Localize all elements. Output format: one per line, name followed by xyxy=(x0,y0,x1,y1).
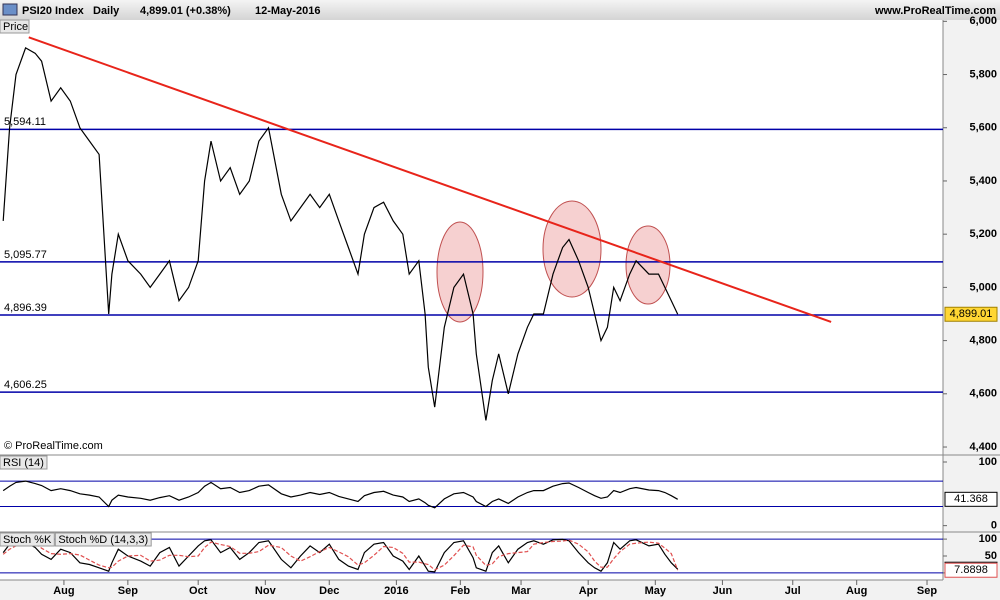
y-tick-label: 0 xyxy=(991,520,997,532)
y-tick-label: 4,600 xyxy=(969,388,997,400)
last-value-label: 4,899.01 xyxy=(950,308,993,320)
y-tick-label: 4,400 xyxy=(969,441,997,453)
copyright: © ProRealTime.com xyxy=(4,440,103,452)
menu-icon[interactable] xyxy=(2,3,18,16)
x-tick-label: Mar xyxy=(511,585,531,597)
trend-line xyxy=(28,36,832,323)
x-tick-label: Dec xyxy=(319,585,339,597)
legend-label: Stoch %K xyxy=(3,534,52,546)
y-tick-label: 100 xyxy=(979,533,997,545)
x-tick-label: Aug xyxy=(53,585,74,597)
series-line xyxy=(2,480,678,509)
level-label: 5,594.11 xyxy=(4,116,46,128)
date: 12-May-2016 xyxy=(255,5,320,17)
series-line xyxy=(2,539,679,571)
bottom-axis-area xyxy=(0,580,943,600)
x-tick-label: Nov xyxy=(255,585,277,597)
y-tick-label: 5,200 xyxy=(969,228,997,240)
x-tick-label: Sep xyxy=(917,585,937,597)
y-tick-label: 4,800 xyxy=(969,335,997,347)
legend-box xyxy=(54,532,152,547)
last-value-label: 41.368 xyxy=(954,493,988,505)
panel-title: Price xyxy=(3,21,28,33)
x-tick-label: Sep xyxy=(118,585,138,597)
legend-label: Stoch %D (14,3,3) xyxy=(58,534,148,546)
last-value-box xyxy=(944,491,998,507)
y-tick-label: 5,800 xyxy=(969,68,997,80)
x-tick-label: Aug xyxy=(846,585,867,597)
quote: 4,899.01 (+0.38%) xyxy=(140,5,231,17)
last-value-box xyxy=(944,306,998,322)
x-tick-label: May xyxy=(645,585,667,597)
y-tick-label: 100 xyxy=(979,456,997,468)
legend-box xyxy=(0,532,55,547)
level-label: 4,606.25 xyxy=(4,379,47,391)
last-value-box xyxy=(944,562,998,578)
x-tick-label: Oct xyxy=(189,585,208,597)
site: www.ProRealTime.com xyxy=(874,5,996,17)
x-tick-label: Feb xyxy=(451,585,471,597)
highlight-ellipse xyxy=(542,200,602,298)
highlight-ellipse xyxy=(436,221,484,323)
legend-box xyxy=(0,455,48,470)
period: Daily xyxy=(93,5,120,17)
level-label: 4,896.39 xyxy=(4,302,47,314)
y-tick-label: 6,000 xyxy=(969,15,997,27)
y-tick-label: 50 xyxy=(985,550,997,562)
y-tick-label: 5,000 xyxy=(969,281,997,293)
y-tick-label: 5,400 xyxy=(969,175,997,187)
y-tick-label: 5,600 xyxy=(969,122,997,134)
highlight-ellipse xyxy=(625,225,671,305)
instrument: PSI20 Index xyxy=(22,5,85,17)
x-tick-label: Apr xyxy=(579,585,599,597)
last-value-label: 7.8898 xyxy=(954,564,988,576)
x-tick-label: Jul xyxy=(785,585,801,597)
header: PSI20 Index Daily 4,899.01 (+0.38%) 12-M… xyxy=(22,5,996,17)
legend-label: RSI (14) xyxy=(3,457,44,469)
panel-tag xyxy=(0,19,30,34)
x-tick-label: Jun xyxy=(713,585,733,597)
header-bar xyxy=(0,0,1000,20)
series-line xyxy=(2,538,679,573)
series-line xyxy=(2,47,679,421)
highlights xyxy=(436,200,671,323)
level-label: 5,095.77 xyxy=(4,249,47,261)
x-tick-label: 2016 xyxy=(384,585,408,597)
